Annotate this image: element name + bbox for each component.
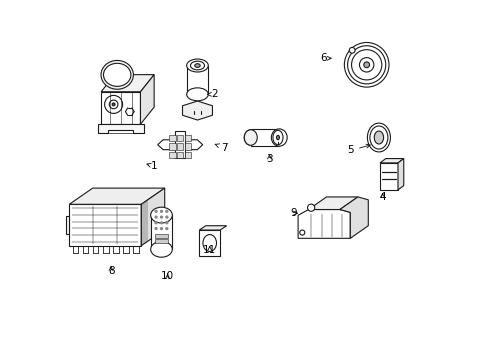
Polygon shape [141,188,165,246]
Polygon shape [69,204,141,246]
Text: 5: 5 [347,144,370,156]
Circle shape [104,95,122,113]
Polygon shape [169,143,175,150]
Polygon shape [185,152,192,158]
Circle shape [109,100,118,109]
Polygon shape [158,140,203,150]
Polygon shape [177,143,183,150]
Ellipse shape [103,63,131,86]
Circle shape [160,216,163,218]
Polygon shape [169,135,175,141]
Text: 7: 7 [215,143,227,153]
Polygon shape [309,197,358,210]
Circle shape [160,210,163,212]
Ellipse shape [195,64,200,67]
Polygon shape [398,158,404,190]
Text: 11: 11 [203,245,217,255]
Circle shape [155,222,157,224]
Polygon shape [155,239,168,243]
Circle shape [166,210,168,212]
Circle shape [166,222,168,224]
Polygon shape [187,66,208,94]
Polygon shape [340,197,368,238]
Polygon shape [380,158,404,163]
Ellipse shape [191,61,204,70]
Ellipse shape [151,241,172,257]
Ellipse shape [368,123,391,152]
Polygon shape [151,215,172,249]
Circle shape [166,216,168,218]
Polygon shape [101,75,154,92]
Ellipse shape [101,60,133,89]
Polygon shape [298,210,350,238]
Circle shape [155,228,157,230]
Circle shape [344,42,389,87]
Text: 2: 2 [207,89,218,99]
Polygon shape [199,226,227,230]
Circle shape [160,228,163,230]
Polygon shape [251,129,279,146]
Text: 10: 10 [161,271,174,282]
Circle shape [347,46,386,84]
Polygon shape [185,143,192,150]
Circle shape [160,222,163,224]
Polygon shape [199,230,220,256]
Polygon shape [177,135,183,141]
Text: 8: 8 [108,266,114,276]
Ellipse shape [374,131,384,144]
Polygon shape [185,135,192,141]
Polygon shape [67,216,69,234]
Text: 9: 9 [290,208,297,218]
Polygon shape [380,163,398,190]
Ellipse shape [187,59,208,72]
Polygon shape [101,92,141,124]
Text: 3: 3 [266,154,273,164]
Circle shape [166,228,168,230]
Ellipse shape [276,135,279,140]
Polygon shape [141,75,154,124]
Text: 4: 4 [379,192,386,202]
Circle shape [351,50,382,80]
Text: 6: 6 [320,53,331,63]
Polygon shape [69,188,165,204]
Ellipse shape [245,130,257,145]
Polygon shape [182,101,213,120]
Ellipse shape [273,130,283,145]
Polygon shape [169,152,175,158]
Ellipse shape [187,88,208,101]
Ellipse shape [151,207,172,223]
Polygon shape [98,124,144,133]
Circle shape [349,48,355,53]
Circle shape [300,230,305,235]
Ellipse shape [203,235,217,251]
Circle shape [360,58,374,72]
Circle shape [308,204,315,211]
Polygon shape [177,152,183,158]
Circle shape [155,216,157,218]
Polygon shape [175,131,185,158]
Polygon shape [155,234,168,238]
Circle shape [155,210,157,212]
Circle shape [112,103,115,106]
Text: 1: 1 [147,161,158,171]
Ellipse shape [370,126,388,149]
Circle shape [364,62,369,68]
Ellipse shape [271,129,287,146]
